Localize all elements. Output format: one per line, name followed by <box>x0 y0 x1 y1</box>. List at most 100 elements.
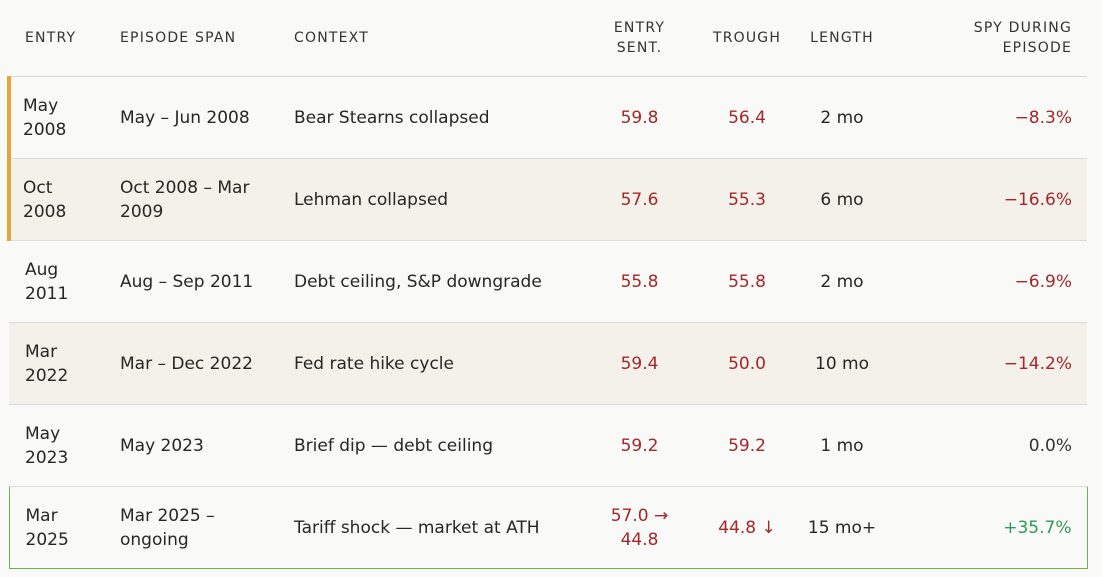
table-cell: 55.8 <box>577 240 702 323</box>
table-cell: 0.0% <box>892 404 1087 487</box>
table-row: May 2008 May – Jun 2008 Bear Stearns colla… <box>7 76 1087 159</box>
cell-text: Mar 2025 – ongoing <box>120 505 215 550</box>
cell-text: Tariff shock — market at ATH <box>294 517 540 538</box>
cell-text: 15 mo+ <box>807 517 877 538</box>
table-cell: 55.8 <box>702 240 792 323</box>
column-header: ENTRY SENT. <box>577 0 702 77</box>
cell-text: 57.0 → 44.8 <box>610 505 669 550</box>
header-text: CONTEXT <box>294 30 369 46</box>
cell-text: Debt ceiling, S&P downgrade <box>294 271 542 292</box>
table-cell: 56.4 <box>702 76 792 159</box>
cell-text: Bear Stearns collapsed <box>294 107 490 128</box>
table-cell: 10 mo <box>792 322 892 405</box>
header-text: EPISODE SPAN <box>120 30 237 46</box>
cell-text: 1 mo <box>820 435 864 456</box>
table-cell: Tariff shock — market at ATH <box>280 486 577 569</box>
table-cell: May 2023 <box>107 404 280 487</box>
table-body: May 2008 May – Jun 2008 Bear Stearns colla… <box>7 76 1088 569</box>
table-row: Oct 2008 Oct 2008 – Mar 2009 Lehman collap… <box>7 158 1087 241</box>
table-cell: 59.2 <box>702 404 792 487</box>
header-row: ENTRY EPISODE SPAN CONTEXT ENTRY SENT. TROUG… <box>9 0 1087 77</box>
cell-text: −14.2% <box>1003 353 1072 374</box>
column-header: SPY DURING EPISODE <box>892 0 1087 77</box>
table-cell: −16.6% <box>892 158 1087 241</box>
table-cell: Brief dip — debt ceiling <box>280 404 577 487</box>
cell-text: Mar 2025 <box>25 505 69 550</box>
table-cell: Mar 2022 <box>9 322 107 405</box>
table-cell: 44.8 ↓ <box>702 486 792 569</box>
table-row: Mar 2022 Mar – Dec 2022 Fed rate hike cycl… <box>9 322 1087 405</box>
table-cell: −8.3% <box>892 76 1087 159</box>
table-cell: 59.8 <box>577 76 702 159</box>
header-text: LENGTH <box>810 30 874 46</box>
table-cell: −6.9% <box>892 240 1087 323</box>
cell-text: 59.2 <box>620 435 659 456</box>
table-cell: 6 mo <box>792 158 892 241</box>
cell-text: 59.2 <box>728 435 766 456</box>
table-cell: Mar 2025 – ongoing <box>107 486 280 569</box>
cell-text: Aug 2011 <box>25 259 69 304</box>
table-cell: May 2008 <box>7 76 107 159</box>
cell-text: −16.6% <box>1003 189 1072 210</box>
cell-text: 55.8 <box>620 271 659 292</box>
table-cell: 59.4 <box>577 322 702 405</box>
column-header: TROUGH <box>702 0 792 77</box>
cell-text: 10 mo <box>815 353 869 374</box>
cell-text: −8.3% <box>1014 107 1072 128</box>
table-cell: 50.0 <box>702 322 792 405</box>
table-row: Aug 2011 Aug – Sep 2011 Debt ceiling, S&P … <box>9 240 1087 323</box>
table-cell: Mar 2025 <box>8 486 107 569</box>
cell-text: May 2023 <box>120 435 204 456</box>
table-cell: −14.2% <box>892 322 1087 405</box>
table-cell: Mar – Dec 2022 <box>107 322 280 405</box>
cell-text: 59.8 <box>620 107 659 128</box>
cell-text: 56.4 <box>728 107 766 128</box>
cell-text: −6.9% <box>1014 271 1072 292</box>
cell-text: Brief dip — debt ceiling <box>294 435 493 456</box>
column-header: ENTRY <box>9 0 107 77</box>
column-header: CONTEXT <box>280 0 577 77</box>
cell-text: 2 mo <box>820 271 864 292</box>
cell-text: Lehman collapsed <box>294 189 449 210</box>
cell-text: May – Jun 2008 <box>120 107 250 128</box>
cell-text: 44.8 ↓ <box>718 517 776 538</box>
cell-text: 55.3 <box>728 189 766 210</box>
table-cell: Bear Stearns collapsed <box>280 76 577 159</box>
table-cell: 57.6 <box>577 158 702 241</box>
header-text: SPY DURING EPISODE <box>973 20 1072 56</box>
table-row: May 2023 May 2023 Brief dip — debt ceiling… <box>9 404 1087 487</box>
header-text: ENTRY SENT. <box>613 20 666 56</box>
column-header: EPISODE SPAN <box>107 0 280 77</box>
table-cell: 59.2 <box>577 404 702 487</box>
cell-text: Mar 2022 <box>25 341 69 386</box>
table-cell: 2 mo <box>792 76 892 159</box>
table-cell: Oct 2008 <box>7 158 107 241</box>
cell-text: 2 mo <box>820 107 864 128</box>
cell-text: 0.0% <box>1028 435 1072 456</box>
cell-text: Mar – Dec 2022 <box>120 353 253 374</box>
column-header: LENGTH <box>792 0 892 77</box>
table-cell: 15 mo+ <box>792 486 892 569</box>
cell-text: Oct 2008 – Mar 2009 <box>120 177 250 222</box>
table-cell: Fed rate hike cycle <box>280 322 577 405</box>
cell-text: 55.8 <box>728 271 766 292</box>
episodes-table: ENTRY EPISODE SPAN CONTEXT ENTRY SENT. TROUG… <box>7 0 1088 569</box>
table-cell: Aug 2011 <box>9 240 107 323</box>
cell-text: May 2023 <box>25 423 69 468</box>
table-cell: Aug – Sep 2011 <box>107 240 280 323</box>
table-cell: 2 mo <box>792 240 892 323</box>
table-cell: Lehman collapsed <box>280 158 577 241</box>
table-cell: May – Jun 2008 <box>107 76 280 159</box>
header-text: ENTRY <box>25 30 77 46</box>
cell-text: 50.0 <box>728 353 766 374</box>
table-row: Mar 2025 Mar 2025 – ongoing Tariff shock —… <box>8 486 1088 569</box>
table-cell: Debt ceiling, S&P downgrade <box>280 240 577 323</box>
table-cell: 57.0 → 44.8 <box>577 486 702 569</box>
cell-text: 57.6 <box>620 189 659 210</box>
cell-text: May 2008 <box>23 95 67 140</box>
cell-text: Oct 2008 <box>23 177 67 222</box>
header-text: TROUGH <box>712 30 782 46</box>
cell-text: 59.4 <box>620 353 659 374</box>
table-cell: 1 mo <box>792 404 892 487</box>
